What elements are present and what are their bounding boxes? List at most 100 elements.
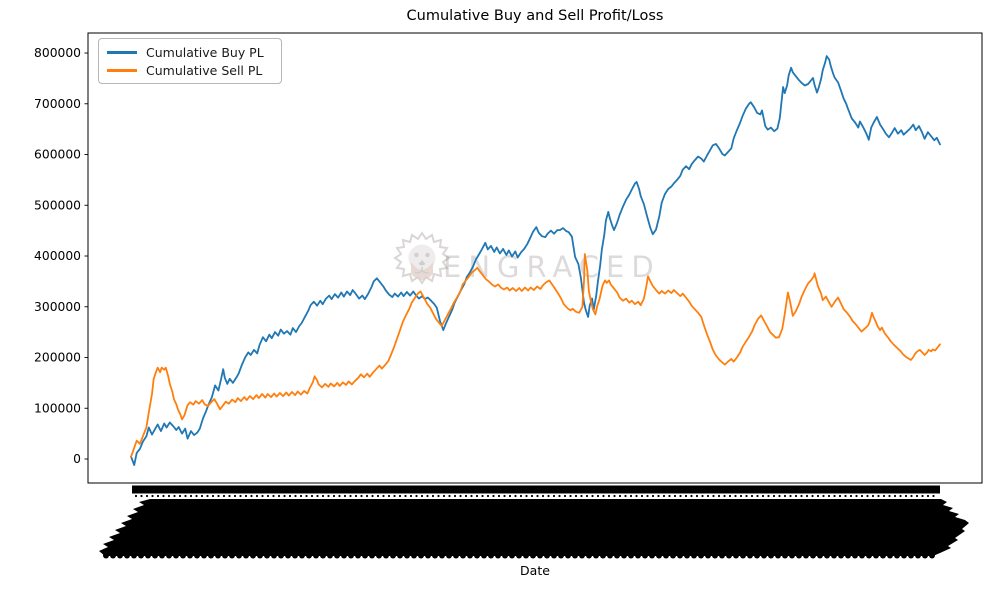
x-label-speck xyxy=(376,494,380,498)
x-label-speck xyxy=(701,494,704,498)
x-label-speck xyxy=(811,494,814,498)
x-label-speck xyxy=(552,494,556,498)
x-label-speck xyxy=(475,494,479,498)
x-label-speck xyxy=(668,494,671,498)
x-label-speck xyxy=(261,494,264,498)
x-label-speck xyxy=(888,494,891,498)
x-label-speck xyxy=(657,494,660,498)
x-label-speck xyxy=(448,494,451,498)
x-label-scallop xyxy=(481,552,487,559)
x-label-speck xyxy=(508,494,512,498)
x-label-speck xyxy=(635,494,638,498)
x-label-speck xyxy=(783,494,787,498)
x-label-speck xyxy=(382,494,385,498)
x-label-scallop xyxy=(593,552,599,559)
x-label-speck xyxy=(695,494,699,498)
x-label-speck xyxy=(607,494,611,498)
x-label-speck xyxy=(761,494,765,498)
x-label-speck xyxy=(272,494,275,498)
x-label-scallop xyxy=(411,552,417,559)
legend: Cumulative Buy PL Cumulative Sell PL xyxy=(98,38,282,84)
x-label-speck xyxy=(756,494,759,498)
x-label-speck xyxy=(151,494,154,498)
x-label-speck xyxy=(464,494,468,498)
x-label-speck xyxy=(613,494,616,498)
x-label-speck xyxy=(420,494,424,498)
x-label-scallop xyxy=(705,552,711,559)
x-label-speck xyxy=(415,494,418,498)
x-label-scallop xyxy=(572,552,578,559)
x-label-speck xyxy=(805,494,809,498)
x-label-speck xyxy=(140,494,143,498)
x-label-scallop xyxy=(390,552,396,559)
x-label-speck xyxy=(349,494,352,498)
x-label-scallop xyxy=(663,552,669,559)
x-label-scallop xyxy=(929,552,935,559)
x-label-scallop xyxy=(551,552,557,559)
x-label-speck xyxy=(338,494,341,498)
x-label-scallop xyxy=(845,552,851,559)
x-label-speck xyxy=(591,494,594,498)
x-label-speck xyxy=(426,494,429,498)
x-label-speck xyxy=(371,494,374,498)
x-label-speck xyxy=(145,494,149,498)
x-label-speck xyxy=(189,494,193,498)
x-label-scallop xyxy=(810,552,816,559)
chart-title: Cumulative Buy and Sell Profit/Loss xyxy=(406,8,664,24)
x-label-scallop xyxy=(817,552,823,559)
x-label-scallop xyxy=(607,552,613,559)
x-label-speck xyxy=(228,494,231,498)
x-label-speck xyxy=(882,494,886,498)
x-label-speck xyxy=(717,494,721,498)
x-label-speck xyxy=(558,494,561,498)
x-label-speck xyxy=(602,494,605,498)
x-label-scallop xyxy=(376,552,382,559)
x-label-scallop xyxy=(761,552,767,559)
x-label-speck xyxy=(866,494,869,498)
x-label-speck xyxy=(530,494,534,498)
y-tick-label: 100000 xyxy=(34,401,81,415)
x-label-speck xyxy=(585,494,589,498)
x-label-scallop xyxy=(796,552,802,559)
x-label-speck xyxy=(299,494,303,498)
y-tick-label: 400000 xyxy=(34,249,81,263)
x-label-scallop xyxy=(859,552,865,559)
x-label-speck xyxy=(899,494,902,498)
x-label-speck xyxy=(222,494,226,498)
x-label-speck xyxy=(926,494,930,498)
x-label-scallop xyxy=(397,552,403,559)
x-label-speck xyxy=(778,494,781,498)
x-label-speck xyxy=(541,494,545,498)
x-label-speck xyxy=(767,494,770,498)
x-label-scallop xyxy=(180,552,186,559)
x-label-scallop xyxy=(243,552,249,559)
x-label-speck xyxy=(794,494,798,498)
x-label-scallop xyxy=(600,552,606,559)
x-label-scallop xyxy=(103,552,109,559)
x-label-scallop xyxy=(922,552,928,559)
y-tick-label: 300000 xyxy=(34,300,81,314)
x-label-speck xyxy=(849,494,853,498)
x-label-speck xyxy=(393,494,396,498)
x-label-speck xyxy=(932,494,935,498)
x-label-speck xyxy=(712,494,715,498)
x-label-speck xyxy=(250,494,253,498)
x-label-scallop xyxy=(110,552,116,559)
legend-item-sell: Cumulative Sell PL xyxy=(107,62,273,80)
x-label-scallop xyxy=(285,552,291,559)
x-label-speck xyxy=(822,494,825,498)
x-axis-label: Date xyxy=(520,563,550,578)
x-label-scallop xyxy=(509,552,515,559)
x-label-speck xyxy=(800,494,803,498)
x-label-speck xyxy=(134,494,138,498)
x-label-scallop xyxy=(299,552,305,559)
x-label-speck xyxy=(640,494,644,498)
x-label-speck xyxy=(283,494,286,498)
x-label-scallop xyxy=(208,552,214,559)
x-label-scallop xyxy=(159,552,165,559)
x-label-scallop xyxy=(278,552,284,559)
x-label-scallop xyxy=(187,552,193,559)
x-label-scallop xyxy=(117,552,123,559)
x-label-scallop xyxy=(439,552,445,559)
